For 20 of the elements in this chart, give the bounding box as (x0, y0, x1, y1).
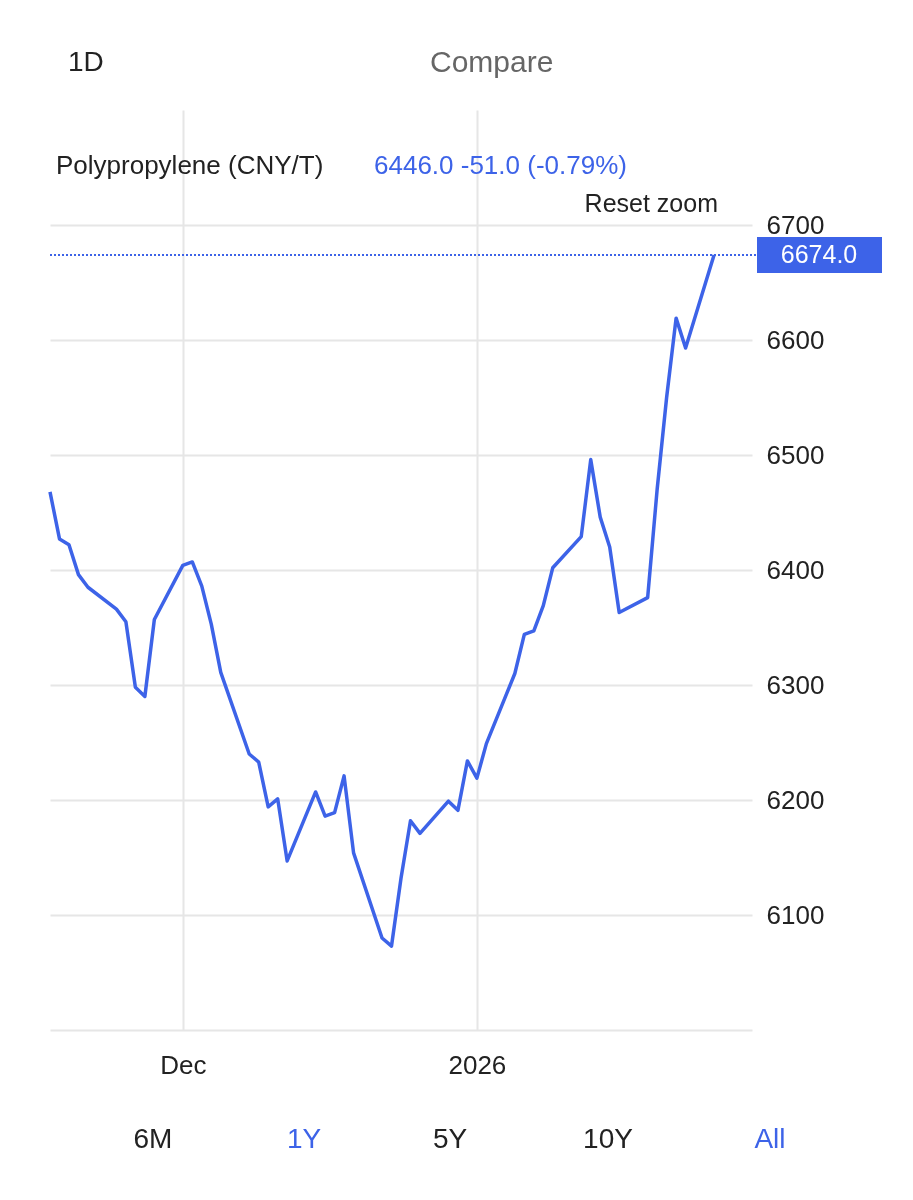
y-tick-label: 6100 (766, 899, 825, 930)
ref-line-label: 6674.0 (780, 239, 858, 268)
y-tick-label: 6600 (766, 324, 825, 355)
text: 1Y (286, 1123, 322, 1154)
y-tick-label: 6200 (766, 784, 825, 815)
y-tick-label: 6300 (766, 669, 825, 700)
x-tick-label: 2026 (448, 1049, 507, 1080)
y-tick-label: 6700 (766, 209, 825, 240)
text: 10Y (583, 1123, 634, 1154)
y-tick-label: 6400 (766, 554, 825, 585)
text: 6M (133, 1123, 173, 1154)
text: 1D (68, 46, 104, 77)
annotation: Reset zoom (584, 189, 718, 217)
text: All (754, 1123, 786, 1154)
text: 5Y (432, 1123, 468, 1154)
text: 6446.0 -51.0 (-0.79%) (374, 150, 627, 180)
text: Compare (430, 45, 554, 78)
y-tick-label: 6500 (766, 439, 825, 470)
x-tick-label: Dec (160, 1049, 207, 1080)
text: Polypropylene (CNY/T) (56, 150, 324, 180)
